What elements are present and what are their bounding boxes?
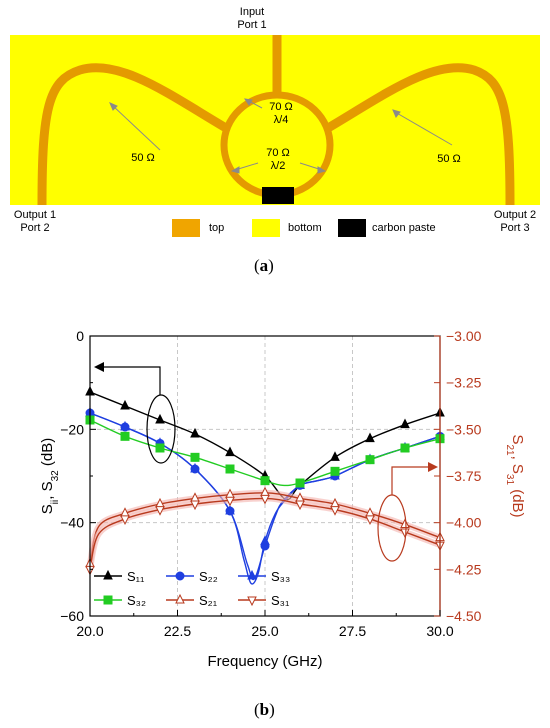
- y-left-tick-label: −60: [60, 608, 84, 624]
- series-line-S11: [89, 391, 441, 501]
- y-right-tick-label: −4.25: [446, 561, 482, 577]
- y-right-tick-label: −3.25: [446, 375, 482, 391]
- series-marker-S31: [190, 500, 200, 511]
- legend-swatch-top: [172, 219, 200, 237]
- legend-label-S21: S₂₁: [199, 593, 218, 608]
- x-tick-label: 27.5: [339, 623, 366, 639]
- series-marker-S32: [330, 466, 340, 476]
- left-callout-arrow: [102, 366, 161, 395]
- carbon-paste-resistor: [262, 187, 294, 204]
- legend-swatch-carbon: [338, 219, 366, 237]
- series-marker-S31: [225, 496, 235, 507]
- power-divider-layout-diagram: [10, 35, 540, 237]
- half-wave-label: 70 Ω λ/2: [266, 147, 290, 172]
- legend-label-carbon: carbon paste: [372, 222, 436, 234]
- series-marker-S33: [260, 535, 270, 545]
- series-marker-S32: [190, 452, 200, 462]
- chart-legend: S₁₁ S₂₂ S₃₃ S₃₂ S₂₁ S₃₁: [94, 569, 290, 608]
- legend-label-S22: S₂₂: [199, 569, 218, 584]
- left-series-callout: [146, 394, 176, 464]
- series-marker-S11: [400, 418, 410, 429]
- x-tick-label: 22.5: [164, 623, 191, 639]
- y-right-tick-label: −4.00: [446, 515, 482, 531]
- series-marker-S32: [225, 464, 235, 474]
- quarter-wave-label: 70 Ω λ/4: [269, 101, 293, 126]
- annotation-arrows: [109, 98, 453, 174]
- legend-swatch-bottom: [252, 219, 280, 237]
- series-marker-S32: [120, 431, 130, 441]
- legend-label-top: top: [209, 222, 225, 234]
- y-left-tick-label: −20: [60, 421, 84, 437]
- series-marker-S31: [365, 515, 375, 526]
- series-marker-S32: [400, 443, 410, 453]
- output2-port-label: Output 2 Port 3: [493, 209, 537, 234]
- legend-label-S31: S₃₁: [271, 593, 290, 608]
- y-right-tick-label: −3.50: [446, 421, 482, 437]
- x-axis-label: Frequency (GHz): [207, 653, 322, 670]
- y-left-tick-label: −40: [60, 515, 84, 531]
- right-50ohm-arm: [325, 63, 515, 206]
- series-marker-S31: [260, 494, 270, 505]
- series-marker-S31: [120, 515, 130, 526]
- y-left-tick-label: 0: [76, 328, 84, 344]
- legend-marker-S11: [103, 569, 113, 580]
- legend-label-S11: S₁₁: [127, 569, 145, 584]
- series-marker-S11: [120, 399, 130, 410]
- series-marker-S33: [120, 420, 130, 431]
- series-marker-S31: [295, 500, 305, 511]
- y-left-axis-label: Sii, S32 (dB): [39, 438, 61, 514]
- series-marker-S11: [225, 446, 235, 457]
- output1-port-label: Output 1 Port 2: [13, 209, 57, 234]
- y-right-tick-label: −4.50: [446, 608, 482, 624]
- y-right-tick-label: −3.00: [446, 328, 482, 344]
- series-marker-S31: [330, 506, 340, 516]
- legend-marker-S22: [175, 571, 185, 581]
- axis-ticks: 20.0 22.5 25.0 27.5 30.0 0 −20 −40 −60 −3.00 −3.25…: [60, 328, 481, 639]
- series-marker-S33: [225, 504, 235, 515]
- legend-label-S33: S₃₃: [271, 569, 290, 584]
- left-50ohm-arm: [37, 63, 229, 206]
- series-marker-S32: [365, 455, 375, 465]
- panel-label-b: (b): [254, 700, 275, 719]
- series-marker-S11: [155, 413, 165, 424]
- x-tick-label: 30.0: [426, 623, 453, 639]
- legend-marker-S32: [103, 595, 113, 605]
- series-marker-S11: [190, 427, 200, 438]
- series-marker-S33: [190, 462, 200, 473]
- series-marker-S31: [400, 528, 410, 539]
- series-marker-S32: [260, 476, 270, 486]
- x-tick-label: 25.0: [251, 623, 278, 639]
- legend-label-S32: S₃₂: [127, 593, 146, 608]
- series-marker-S21: [400, 518, 410, 529]
- y-right-axis-label: S21, S31 (dB): [505, 434, 527, 517]
- legend-marker-S21: [175, 593, 185, 604]
- panel-label-a: (a): [254, 256, 274, 275]
- legend-marker-S33: [247, 569, 257, 580]
- s-parameter-chart: 20.0 22.5 25.0 27.5 30.0 0 −20 −40 −60 −3.00 −3.25…: [39, 328, 527, 670]
- input-port-label: Input Port 1: [237, 6, 267, 31]
- series-marker-S32: [155, 443, 165, 453]
- series-marker-S31: [155, 506, 165, 516]
- series-marker-S11: [330, 451, 340, 461]
- x-tick-label: 20.0: [76, 623, 103, 639]
- legend-marker-S31: [247, 596, 257, 607]
- series-marker-S11: [365, 432, 375, 443]
- impedance-left-label: 50 Ω: [131, 152, 155, 164]
- y-right-tick-label: −3.75: [446, 468, 482, 484]
- legend-label-bottom: bottom: [288, 222, 322, 234]
- right-callout-arrow: [391, 466, 430, 495]
- series-marker-S32: [295, 478, 305, 488]
- impedance-right-label: 50 Ω: [437, 153, 461, 165]
